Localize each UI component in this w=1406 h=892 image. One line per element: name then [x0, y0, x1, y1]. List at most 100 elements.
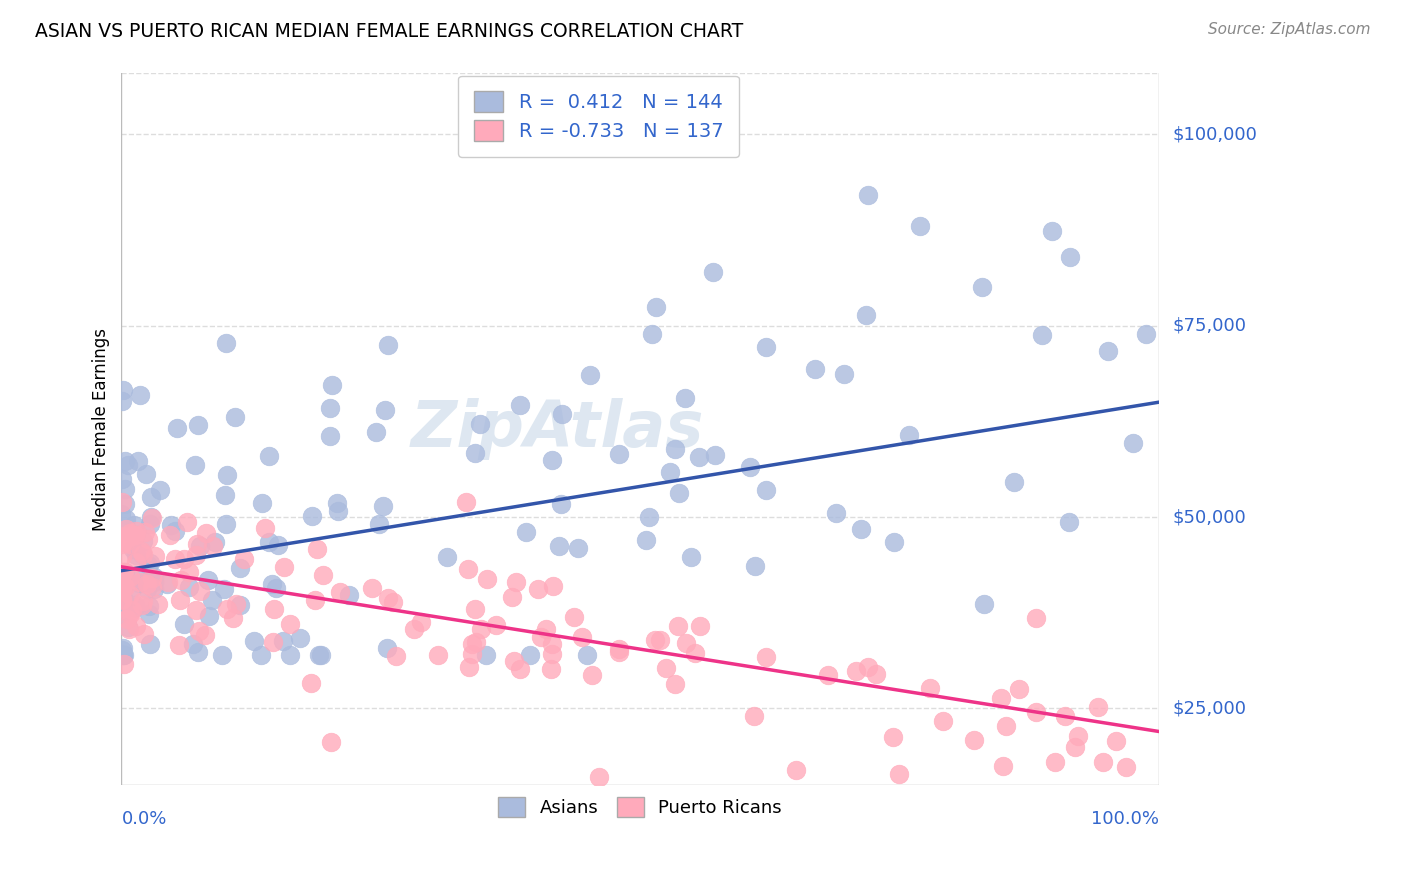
Point	[1042, 224, 1064, 238]
Point	[371, 500, 394, 514]
Point	[505, 574, 527, 589]
Point	[530, 630, 553, 644]
Point	[170, 574, 193, 588]
Point	[319, 401, 342, 416]
Point	[636, 533, 658, 547]
Point	[644, 633, 666, 648]
Point	[550, 497, 572, 511]
Point	[1025, 611, 1047, 625]
Text: $75,000: $75,000	[1173, 317, 1247, 334]
Point	[457, 562, 479, 576]
Point	[181, 637, 204, 651]
Point	[143, 574, 166, 589]
Point	[112, 593, 135, 607]
Point	[202, 539, 225, 553]
Point	[124, 600, 146, 615]
Text: Source: ZipAtlas.com: Source: ZipAtlas.com	[1208, 22, 1371, 37]
Point	[361, 582, 384, 596]
Point	[1059, 250, 1081, 264]
Point	[548, 539, 571, 553]
Point	[176, 515, 198, 529]
Point	[1002, 475, 1025, 490]
Point	[688, 450, 710, 464]
Point	[128, 576, 150, 591]
Point	[1031, 328, 1053, 343]
Point	[136, 532, 159, 546]
Point	[122, 518, 145, 533]
Point	[156, 577, 179, 591]
Point	[374, 403, 396, 417]
Point	[375, 640, 398, 655]
Point	[703, 448, 725, 462]
Point	[110, 507, 132, 521]
Point	[824, 506, 846, 520]
Point	[138, 556, 160, 570]
Point	[305, 541, 328, 556]
Point	[184, 602, 207, 616]
Point	[329, 584, 352, 599]
Point	[645, 300, 668, 314]
Text: ASIAN VS PUERTO RICAN MEDIAN FEMALE EARNINGS CORRELATION CHART: ASIAN VS PUERTO RICAN MEDIAN FEMALE EARN…	[35, 22, 744, 41]
Point	[111, 394, 134, 409]
Point	[122, 581, 145, 595]
Point	[212, 582, 235, 596]
Point	[755, 340, 778, 354]
Point	[385, 648, 408, 663]
Point	[1135, 326, 1157, 341]
Point	[337, 589, 360, 603]
Point	[321, 377, 343, 392]
Point	[112, 657, 135, 671]
Point	[139, 509, 162, 524]
Point	[132, 547, 155, 561]
Point	[112, 566, 135, 580]
Point	[194, 628, 217, 642]
Point	[112, 565, 135, 579]
Point	[475, 572, 498, 586]
Point	[683, 647, 706, 661]
Point	[136, 558, 159, 572]
Point	[111, 495, 134, 509]
Text: ZipAtlas: ZipAtlas	[411, 398, 704, 460]
Point	[263, 602, 285, 616]
Point	[972, 280, 994, 294]
Point	[112, 648, 135, 662]
Point	[141, 490, 163, 504]
Point	[990, 691, 1012, 706]
Point	[184, 548, 207, 562]
Point	[165, 524, 187, 538]
Point	[266, 581, 288, 595]
Point	[607, 448, 630, 462]
Point	[1043, 755, 1066, 769]
Point	[110, 572, 132, 586]
Point	[855, 308, 877, 322]
Y-axis label: Median Female Earnings: Median Female Earnings	[93, 327, 110, 531]
Point	[849, 522, 872, 536]
Point	[468, 417, 491, 432]
Point	[138, 636, 160, 650]
Point	[211, 648, 233, 662]
Point	[111, 537, 134, 551]
Point	[148, 597, 170, 611]
Point	[326, 504, 349, 518]
Point	[124, 619, 146, 633]
Point	[991, 759, 1014, 773]
Point	[312, 567, 335, 582]
Point	[127, 453, 149, 467]
Point	[118, 526, 141, 541]
Point	[299, 676, 322, 690]
Point	[129, 388, 152, 402]
Point	[197, 573, 219, 587]
Point	[578, 368, 600, 382]
Point	[845, 665, 868, 679]
Point	[461, 647, 484, 661]
Point	[111, 591, 134, 605]
Point	[1105, 733, 1128, 747]
Point	[129, 575, 152, 590]
Point	[257, 449, 280, 463]
Point	[111, 603, 134, 617]
Point	[501, 591, 523, 605]
Point	[156, 574, 179, 589]
Point	[222, 611, 245, 625]
Point	[889, 766, 911, 780]
Point	[112, 648, 135, 662]
